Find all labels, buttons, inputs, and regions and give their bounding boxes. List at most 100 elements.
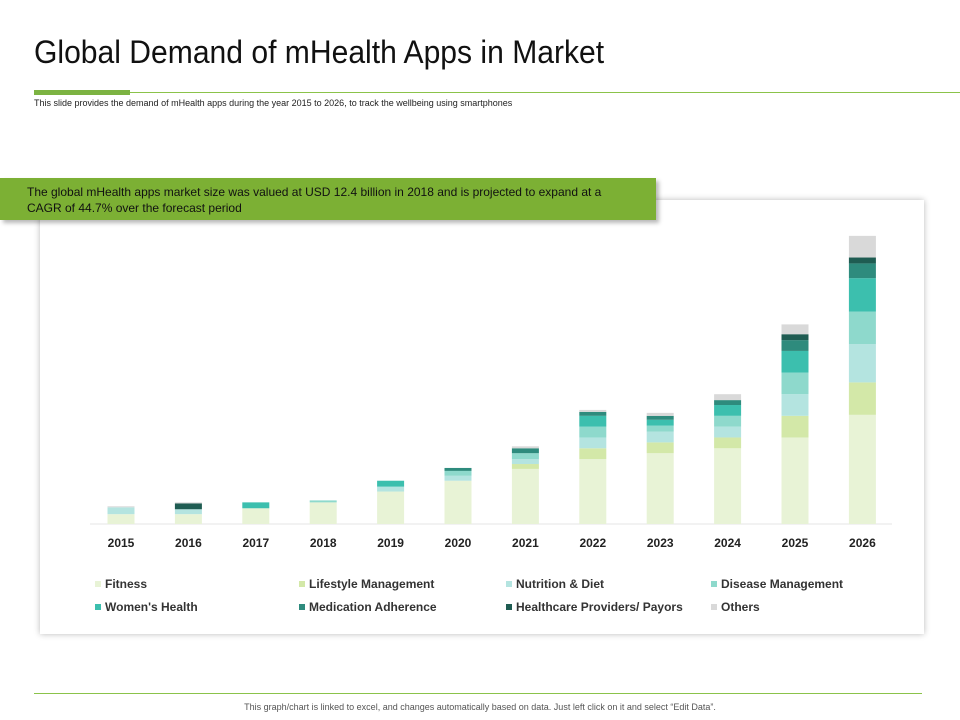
bar-segment-2019-s2 bbox=[377, 486, 405, 492]
bar-segment-2022-s3 bbox=[579, 426, 607, 438]
legend-label: Women's Health bbox=[105, 600, 198, 614]
x-tick-label: 2015 bbox=[108, 536, 135, 550]
legend-swatch bbox=[506, 604, 512, 610]
legend-swatch bbox=[506, 581, 512, 587]
bar-segment-2016-s0 bbox=[174, 514, 202, 524]
x-tick-label: 2023 bbox=[647, 536, 674, 550]
bar-segment-2026-s7 bbox=[848, 235, 876, 258]
legend-label: Fitness bbox=[105, 577, 148, 591]
bar-segment-2025-s6 bbox=[781, 334, 809, 341]
bar-segment-2022-s4 bbox=[579, 415, 607, 427]
bar-segment-2021-s5 bbox=[511, 448, 539, 454]
bar-segment-2025-s7 bbox=[781, 324, 809, 335]
bar-segment-2021-s2 bbox=[511, 459, 539, 465]
bar-segment-2022-s2 bbox=[579, 437, 607, 449]
bar-segment-2025-s4 bbox=[781, 350, 809, 373]
legend-label: Nutrition & Diet bbox=[516, 577, 604, 591]
legend-item: Medication Adherence bbox=[299, 600, 437, 614]
legend-label: Medication Adherence bbox=[309, 600, 437, 614]
x-tick-label: 2016 bbox=[175, 536, 202, 550]
x-tick-label: 2022 bbox=[579, 536, 606, 550]
bar-segment-2022-s0 bbox=[579, 459, 607, 524]
legend-label: Lifestyle Management bbox=[309, 577, 435, 591]
footer-divider bbox=[34, 693, 922, 694]
bar-segment-2018-s3 bbox=[309, 500, 337, 503]
bar-segment-2023-s0 bbox=[646, 453, 674, 524]
x-tick-label: 2018 bbox=[310, 536, 337, 550]
legend-swatch bbox=[95, 604, 101, 610]
legend-item: Fitness bbox=[95, 577, 147, 591]
bar-segment-2021-s7 bbox=[511, 446, 539, 449]
bar-segment-2026-s1 bbox=[848, 382, 876, 415]
x-tick-label: 2026 bbox=[849, 536, 876, 550]
bar-segment-2018-s0 bbox=[309, 502, 337, 524]
legend-item: Women's Health bbox=[95, 600, 198, 614]
bar-segment-2022-s7 bbox=[579, 409, 607, 412]
bar-segment-2015-s0 bbox=[107, 514, 135, 524]
legend-item: Others bbox=[711, 600, 760, 614]
bar-segment-2023-s4 bbox=[646, 419, 674, 426]
x-tick-label: 2025 bbox=[782, 536, 809, 550]
title-divider bbox=[130, 92, 960, 93]
bar-segment-2021-s0 bbox=[511, 468, 539, 524]
bar-segment-2023-s2 bbox=[646, 431, 674, 443]
bar-segment-2024-s3 bbox=[714, 415, 742, 427]
bar-segment-2026-s2 bbox=[848, 344, 876, 383]
bar-segment-2026-s0 bbox=[848, 414, 876, 524]
bar-segment-2024-s5 bbox=[714, 400, 742, 406]
bar-segment-2024-s0 bbox=[714, 448, 742, 524]
x-tick-label: 2017 bbox=[242, 536, 269, 550]
bar-segment-2024-s2 bbox=[714, 426, 742, 438]
bar-segment-2026-s4 bbox=[848, 278, 876, 312]
legend-swatch bbox=[299, 604, 305, 610]
bar-segment-2016-s7 bbox=[174, 502, 202, 504]
legend-item: Lifestyle Management bbox=[299, 577, 434, 591]
bar-segment-2025-s1 bbox=[781, 415, 809, 438]
bar-segment-2020-s2 bbox=[444, 475, 472, 481]
bar-segment-2015-s2 bbox=[107, 507, 135, 515]
bar-segment-2022-s1 bbox=[579, 448, 607, 460]
slide-subtitle: This slide provides the demand of mHealt… bbox=[34, 98, 513, 108]
bar-segment-2020-s5 bbox=[444, 467, 472, 471]
legend-item: Nutrition & Diet bbox=[506, 577, 604, 591]
bar-segment-2024-s1 bbox=[714, 437, 742, 449]
title-accent-bar bbox=[34, 90, 130, 95]
bar-segment-2024-s4 bbox=[714, 405, 742, 416]
bar-segment-2020-s0 bbox=[444, 480, 472, 524]
bar-segment-2023-s7 bbox=[646, 412, 674, 416]
bar-segment-2025-s3 bbox=[781, 372, 809, 395]
chart-legend: Fitness Lifestyle Management Nutrition & D… bbox=[95, 577, 915, 617]
x-tick-label: 2019 bbox=[377, 536, 404, 550]
bar-segment-2025-s0 bbox=[781, 437, 809, 524]
bar-segment-2017-s4 bbox=[242, 502, 270, 509]
bar-segment-2023-s3 bbox=[646, 425, 674, 432]
bar-segment-2021-s3 bbox=[511, 453, 539, 460]
legend-item: Healthcare Providers/ Payors bbox=[506, 600, 683, 614]
legend-label: Others bbox=[721, 600, 760, 614]
callout-banner: The global mHealth apps market size was … bbox=[0, 178, 656, 220]
legend-label: Disease Management bbox=[721, 577, 844, 591]
bar-segment-2026-s3 bbox=[848, 311, 876, 345]
legend-item: Disease Management bbox=[711, 577, 843, 591]
bar-segment-2020-s3 bbox=[444, 470, 472, 476]
bar-segment-2016-s2 bbox=[174, 509, 202, 515]
bar-segment-2024-s7 bbox=[714, 394, 742, 401]
bar-segment-2015-s7 bbox=[107, 506, 135, 508]
bar-segment-2026-s6 bbox=[848, 257, 876, 264]
footer-note: This graph/chart is linked to excel, and… bbox=[244, 702, 716, 712]
legend-label: Healthcare Providers/ Payors bbox=[516, 600, 683, 614]
bar-segment-2021-s1 bbox=[511, 464, 539, 469]
legend-swatch bbox=[711, 604, 717, 610]
slide-title: Global Demand of mHealth Apps in Market bbox=[34, 34, 605, 70]
legend-swatch bbox=[711, 581, 717, 587]
bar-segment-2016-s6 bbox=[174, 503, 202, 510]
bar-segment-2023-s1 bbox=[646, 442, 674, 454]
bar-segment-2025-s2 bbox=[781, 394, 809, 416]
legend-swatch bbox=[299, 581, 305, 587]
callout-text: The global mHealth apps market size was … bbox=[27, 185, 602, 215]
x-tick-label: 2020 bbox=[445, 536, 472, 550]
bar-segment-2023-s5 bbox=[646, 415, 674, 420]
bar-segment-2017-s0 bbox=[242, 508, 270, 524]
bar-segment-2025-s5 bbox=[781, 340, 809, 351]
